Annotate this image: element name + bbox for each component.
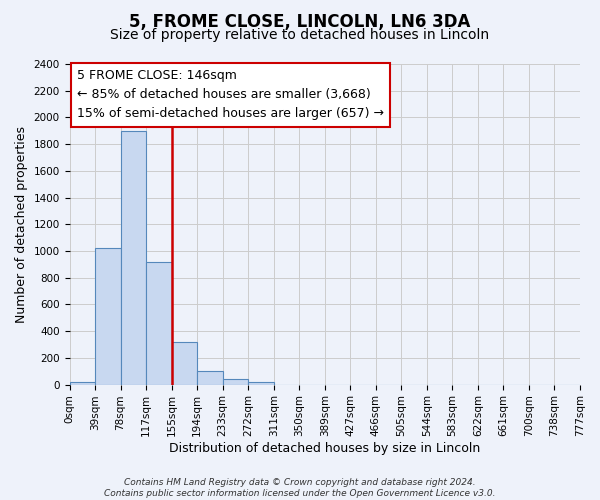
Bar <box>121 131 146 384</box>
Bar <box>95 248 121 384</box>
Text: 5 FROME CLOSE: 146sqm
← 85% of detached houses are smaller (3,668)
15% of semi-d: 5 FROME CLOSE: 146sqm ← 85% of detached … <box>77 70 384 120</box>
Bar <box>172 342 197 384</box>
Text: Contains HM Land Registry data © Crown copyright and database right 2024.
Contai: Contains HM Land Registry data © Crown c… <box>104 478 496 498</box>
Text: 5, FROME CLOSE, LINCOLN, LN6 3DA: 5, FROME CLOSE, LINCOLN, LN6 3DA <box>130 12 470 30</box>
Bar <box>248 382 274 384</box>
Bar <box>146 262 172 384</box>
Text: Size of property relative to detached houses in Lincoln: Size of property relative to detached ho… <box>110 28 490 42</box>
Y-axis label: Number of detached properties: Number of detached properties <box>15 126 28 323</box>
X-axis label: Distribution of detached houses by size in Lincoln: Distribution of detached houses by size … <box>169 442 481 455</box>
Bar <box>70 382 95 384</box>
Bar <box>197 370 223 384</box>
Bar <box>223 378 248 384</box>
